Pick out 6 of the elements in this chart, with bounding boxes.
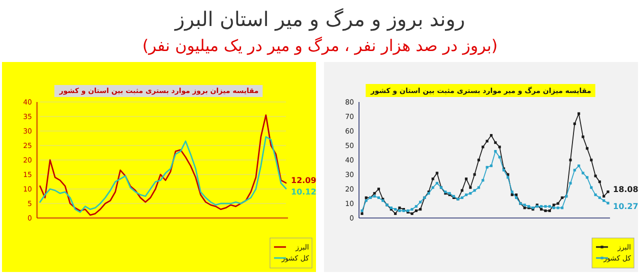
text: روند بروز و مرگ و میر استان البرز bbox=[174, 7, 466, 31]
data-label: 18.08 bbox=[613, 184, 639, 194]
data-label: 10.12 bbox=[291, 188, 316, 197]
text: (بروز در صد هزار نفر ، مرگ و میر در یک میلیون نفر) bbox=[142, 36, 498, 55]
data-label: 12.09 bbox=[291, 176, 317, 185]
data-label: 10.27 bbox=[613, 202, 638, 212]
